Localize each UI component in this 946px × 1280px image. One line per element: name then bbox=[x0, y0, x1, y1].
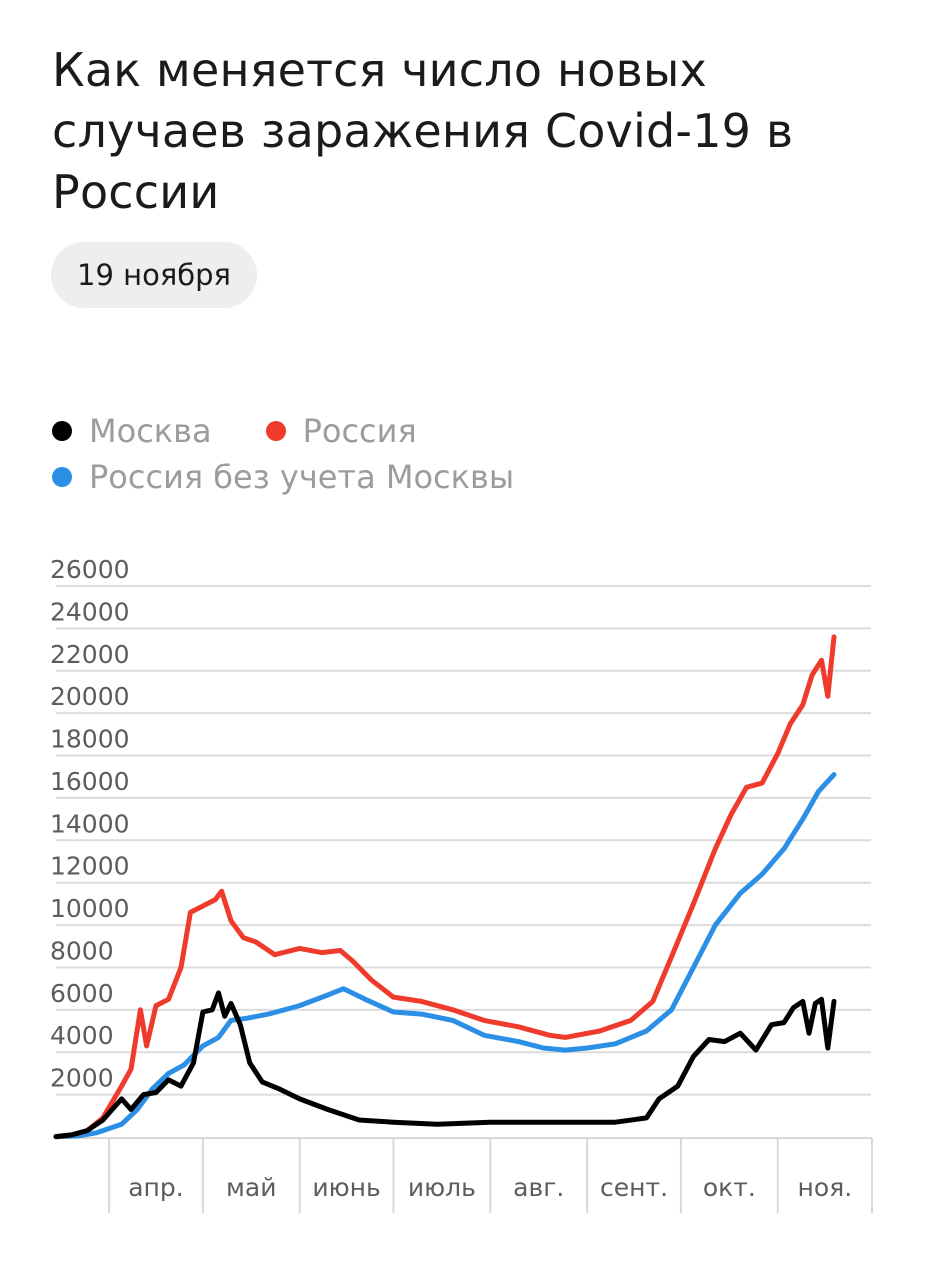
x-tick-label: окт. bbox=[703, 1173, 756, 1202]
y-tick-label: 24000 bbox=[50, 597, 130, 626]
x-tick-label: сент. bbox=[600, 1173, 668, 1202]
legend-item-russia-excl-moscow: Россия без учета Москвы bbox=[52, 458, 514, 496]
x-tick-label: ноя. bbox=[798, 1173, 853, 1202]
x-tick-label: авг. bbox=[513, 1173, 564, 1202]
y-tick-label: 20000 bbox=[50, 682, 130, 711]
y-tick-label: 10000 bbox=[50, 894, 130, 923]
legend-marker-russia bbox=[265, 421, 286, 441]
legend-label-russia-excl-moscow: Россия без учета Москвы bbox=[89, 458, 515, 496]
chart-title: Как меняется число новых случаев заражен… bbox=[52, 43, 794, 219]
date-badge: 19 ноября bbox=[51, 242, 258, 308]
series-line-moscow bbox=[53, 990, 837, 1140]
y-tick-label: 18000 bbox=[50, 725, 130, 754]
series-lines bbox=[53, 634, 837, 1140]
legend-label-russia: Россия bbox=[302, 412, 417, 450]
y-tick-label: 4000 bbox=[50, 1021, 114, 1050]
legend-item-russia: Россия bbox=[265, 412, 417, 450]
legend-marker-russia-excl-moscow bbox=[52, 467, 72, 487]
legend-item-moscow: Москва bbox=[52, 412, 212, 450]
y-tick-label: 2000 bbox=[50, 1064, 114, 1093]
y-tick-label: 6000 bbox=[50, 979, 114, 1008]
legend-label-moscow: Москва bbox=[89, 412, 212, 450]
x-tick-label: июнь bbox=[312, 1173, 380, 1202]
y-axis-labels: 2000 4000 6000 8000 10000 12000 14000 16000 1800… bbox=[50, 555, 130, 1093]
y-tick-label: 14000 bbox=[50, 809, 130, 838]
legend-marker-moscow bbox=[52, 421, 72, 441]
legend: Москва Россия Россия без учета Москвы bbox=[52, 408, 568, 500]
x-tick-label: апр. bbox=[128, 1173, 183, 1202]
series-line-russia bbox=[53, 634, 837, 1140]
x-tick-label: май bbox=[226, 1173, 276, 1202]
y-tick-label: 8000 bbox=[50, 936, 114, 965]
gridlines bbox=[56, 585, 871, 1096]
y-tick-label: 22000 bbox=[50, 640, 130, 669]
x-axis: апр. май июнь июль авг. сент. окт. ноя. bbox=[56, 1137, 873, 1213]
y-tick-label: 12000 bbox=[50, 852, 130, 881]
series-line-russia-excl-moscow bbox=[53, 772, 837, 1140]
y-tick-label: 26000 bbox=[50, 555, 130, 584]
x-tick-label: июль bbox=[408, 1173, 476, 1202]
line-chart: 2000 4000 6000 8000 10000 12000 14000 16000 1800… bbox=[50, 555, 873, 1213]
y-tick-label: 16000 bbox=[50, 767, 130, 796]
